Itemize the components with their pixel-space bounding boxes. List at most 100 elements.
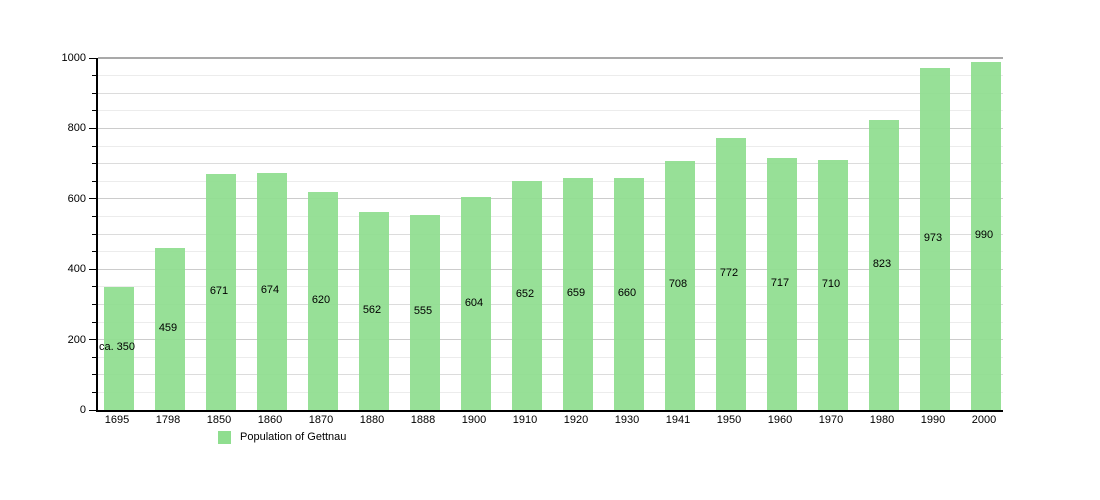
y-axis-label: 200	[67, 333, 86, 346]
gridline	[98, 110, 1003, 112]
bar	[410, 214, 440, 410]
x-axis-label: 1941	[665, 414, 691, 426]
bar	[308, 191, 338, 410]
x-axis-label: 2000	[971, 414, 997, 426]
gridline	[98, 163, 1003, 165]
y-axis-tick	[92, 145, 96, 147]
y-axis-tick	[92, 75, 96, 77]
legend-label: Population of Gettnau	[240, 431, 347, 443]
gridline	[98, 57, 1003, 59]
gridline	[98, 268, 1003, 270]
x-axis-label: 1798	[155, 414, 181, 426]
legend: Population of Gettnau	[218, 430, 346, 444]
gridline	[98, 127, 1003, 129]
y-axis-tick	[89, 268, 96, 270]
y-axis-label: 0	[79, 404, 86, 416]
bar-value-label: 772	[719, 267, 739, 280]
gridline	[98, 286, 1003, 288]
x-axis-label: 1850	[206, 414, 232, 426]
bar	[665, 160, 695, 410]
gridline	[98, 145, 1003, 147]
gridline	[98, 215, 1003, 217]
plot-area	[89, 57, 1003, 412]
bar	[818, 160, 848, 410]
x-axis-label: 1888	[410, 414, 436, 426]
x-axis-label: 1695	[104, 414, 130, 426]
bar	[971, 61, 1001, 410]
bar	[563, 178, 593, 410]
bar	[104, 286, 134, 410]
bar	[359, 212, 389, 410]
x-axis-label: 1860	[257, 414, 283, 426]
bar	[869, 120, 899, 410]
bar-value-label: ca. 350	[98, 341, 136, 354]
gridline	[98, 321, 1003, 323]
x-axis-label: 1980	[869, 414, 895, 426]
x-axis-label: 1910	[512, 414, 538, 426]
bar-value-label: 660	[617, 286, 637, 299]
gridline	[98, 251, 1003, 253]
y-axis-tick	[89, 57, 96, 59]
gridline	[98, 391, 1003, 393]
bar-value-label: 671	[209, 284, 229, 297]
bar-value-label: 652	[515, 288, 535, 301]
y-axis-tick	[92, 321, 96, 323]
gridline	[98, 198, 1003, 200]
x-axis-label: 1870	[308, 414, 334, 426]
bar	[155, 248, 185, 410]
y-axis-tick	[92, 356, 96, 358]
gridline	[98, 303, 1003, 305]
y-axis-tick	[92, 391, 96, 393]
gridline	[98, 374, 1003, 376]
bar	[257, 172, 287, 410]
bar-value-label: 562	[362, 304, 382, 317]
y-axis-tick	[92, 374, 96, 376]
gridline	[98, 339, 1003, 341]
x-axis-label: 1960	[767, 414, 793, 426]
y-axis-label: 800	[67, 122, 86, 135]
gridline	[98, 356, 1003, 358]
bar-value-label: 620	[311, 293, 331, 306]
y-axis-tick	[92, 251, 96, 253]
bar-value-label: 973	[923, 231, 943, 244]
bar-value-label: 823	[872, 258, 892, 271]
bar	[512, 180, 542, 410]
bar-value-label: 708	[668, 278, 688, 291]
x-axis-label: 1920	[563, 414, 589, 426]
x-axis-label: 1970	[818, 414, 844, 426]
y-axis-tick	[92, 286, 96, 288]
bar-value-label: 674	[260, 284, 280, 297]
y-axis-tick	[89, 339, 96, 341]
y-axis-tick	[92, 92, 96, 94]
y-axis-tick	[89, 127, 96, 129]
bar	[920, 67, 950, 410]
y-axis-tick	[92, 180, 96, 182]
y-axis-tick	[92, 163, 96, 165]
bar-value-label: 717	[770, 276, 790, 289]
x-axis-label: 1990	[920, 414, 946, 426]
y-axis-tick	[92, 233, 96, 235]
gridline	[98, 92, 1003, 94]
gridline	[98, 233, 1003, 235]
bar-value-label: 604	[464, 296, 484, 309]
bar-value-label: 459	[158, 322, 178, 335]
y-axis-label: 400	[67, 263, 86, 276]
x-axis-label: 1950	[716, 414, 742, 426]
y-axis-tick	[92, 110, 96, 112]
y-axis-label: 600	[67, 192, 86, 205]
x-axis-label: 1930	[614, 414, 640, 426]
bar	[767, 157, 797, 410]
y-axis-tick	[92, 303, 96, 305]
bar-value-label: 555	[413, 305, 433, 318]
y-axis-label: 1000	[61, 52, 86, 64]
bar-value-label: 710	[821, 278, 841, 291]
y-axis-tick	[89, 409, 96, 411]
bar-value-label: 990	[974, 228, 994, 241]
x-axis-label: 1880	[359, 414, 385, 426]
y-axis-tick	[92, 215, 96, 217]
y-axis-tick	[89, 198, 96, 200]
bar	[461, 197, 491, 410]
bar	[716, 138, 746, 410]
gridline	[98, 75, 1003, 77]
